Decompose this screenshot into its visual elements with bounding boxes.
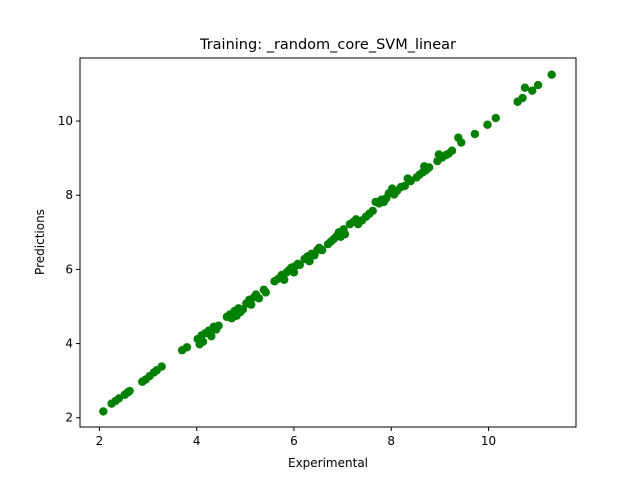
data-point — [491, 113, 500, 123]
data-point — [280, 275, 289, 284]
data-point — [340, 229, 350, 239]
x-tick-label: 10 — [481, 434, 496, 448]
y-tick-label: 10 — [58, 114, 73, 128]
y-tick-label: 6 — [65, 262, 73, 276]
data-point — [198, 337, 208, 346]
data-point — [317, 245, 327, 255]
x-tick-label: 6 — [290, 434, 298, 448]
points-layer — [99, 70, 556, 416]
x-tick-label: 8 — [387, 434, 395, 448]
x-axis-label: Experimental — [288, 456, 368, 470]
data-point — [400, 181, 410, 191]
data-point — [295, 260, 304, 270]
y-tick-label: 8 — [65, 188, 73, 202]
data-point — [214, 321, 223, 330]
data-point — [254, 294, 264, 303]
data-point — [447, 146, 457, 155]
data-point — [261, 288, 270, 297]
data-point — [99, 407, 108, 416]
x-tick-label: 4 — [193, 434, 201, 448]
y-tick-label: 4 — [65, 337, 73, 351]
data-point — [470, 129, 480, 139]
data-point — [547, 70, 556, 79]
data-point — [182, 343, 192, 352]
plot-frame — [79, 57, 577, 428]
chart-title: Training: _random_core_SVM_linear — [199, 37, 456, 53]
data-point — [246, 300, 256, 309]
data-point — [457, 138, 466, 147]
data-point — [520, 83, 530, 92]
x-axis: 2 4 6 8 10 — [96, 427, 496, 448]
data-point — [528, 86, 537, 95]
data-point — [305, 257, 314, 266]
y-axis-label: Predictions — [33, 209, 47, 275]
y-axis: 2 4 6 8 10 — [58, 114, 80, 425]
data-point — [533, 80, 543, 90]
data-point — [125, 386, 134, 396]
data-point — [483, 120, 492, 129]
data-point — [157, 362, 166, 371]
x-tick-label: 2 — [96, 434, 104, 448]
data-point — [424, 163, 434, 172]
y-tick-label: 2 — [65, 411, 73, 425]
data-point — [518, 93, 527, 103]
data-point — [368, 206, 377, 215]
data-point — [207, 331, 216, 341]
